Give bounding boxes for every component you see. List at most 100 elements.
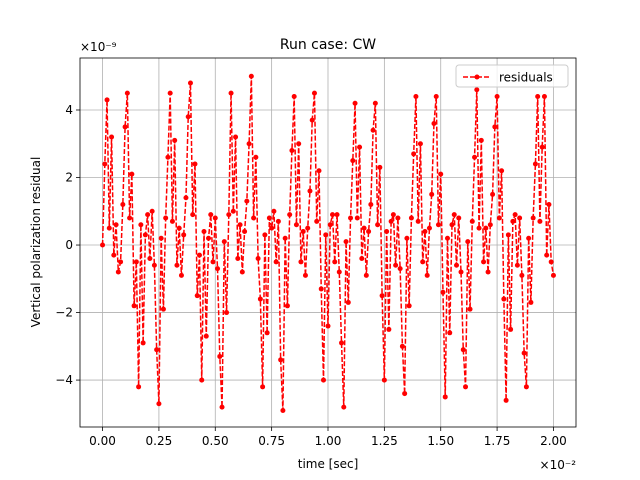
data-point bbox=[300, 229, 306, 235]
data-point bbox=[505, 232, 511, 238]
data-point bbox=[517, 215, 523, 221]
data-point bbox=[512, 212, 518, 218]
data-point bbox=[366, 229, 372, 235]
data-point bbox=[104, 97, 110, 103]
data-point bbox=[510, 218, 516, 224]
data-point bbox=[388, 218, 394, 224]
data-point bbox=[454, 262, 460, 268]
data-point bbox=[327, 222, 333, 228]
data-point bbox=[257, 296, 263, 302]
data-point bbox=[228, 90, 234, 96]
data-point bbox=[399, 343, 405, 349]
data-point bbox=[521, 350, 527, 356]
data-point bbox=[183, 195, 189, 201]
legend-label: residuals bbox=[499, 71, 553, 85]
data-point bbox=[305, 225, 311, 231]
data-point bbox=[348, 215, 354, 221]
data-point bbox=[339, 340, 345, 346]
data-point bbox=[361, 225, 367, 231]
data-point bbox=[266, 215, 272, 221]
y-tick-label: 4 bbox=[65, 103, 73, 117]
data-point bbox=[487, 222, 493, 228]
data-point bbox=[449, 222, 455, 228]
data-point bbox=[503, 397, 509, 403]
data-point bbox=[248, 73, 254, 79]
data-point bbox=[190, 212, 196, 218]
data-point bbox=[237, 222, 243, 228]
legend: residuals bbox=[455, 64, 569, 88]
data-point bbox=[296, 141, 302, 147]
data-point bbox=[325, 323, 331, 329]
data-point bbox=[472, 154, 478, 160]
data-point bbox=[530, 215, 536, 221]
data-point bbox=[359, 256, 365, 262]
data-point bbox=[136, 384, 142, 390]
data-point bbox=[532, 161, 538, 167]
data-point bbox=[165, 154, 171, 160]
data-point bbox=[397, 266, 403, 272]
data-point bbox=[528, 299, 534, 305]
data-point bbox=[318, 286, 324, 292]
data-point bbox=[465, 239, 471, 245]
data-point bbox=[169, 218, 175, 224]
data-point bbox=[478, 137, 484, 143]
data-point bbox=[233, 134, 239, 140]
data-point bbox=[350, 158, 356, 164]
data-point bbox=[438, 171, 444, 177]
data-point bbox=[118, 259, 124, 265]
data-point bbox=[496, 215, 502, 221]
data-point bbox=[476, 225, 482, 231]
data-point bbox=[120, 202, 126, 208]
data-point bbox=[433, 93, 439, 99]
x-tick-label: 0.00 bbox=[89, 434, 116, 448]
x-tick-label: 1.00 bbox=[315, 434, 342, 448]
x-tick-label: 1.50 bbox=[427, 434, 454, 448]
data-point bbox=[106, 225, 112, 231]
data-point bbox=[185, 114, 191, 120]
data-point bbox=[262, 232, 268, 238]
data-point bbox=[203, 333, 209, 339]
data-point bbox=[133, 259, 139, 265]
data-point bbox=[163, 215, 169, 221]
x-tick-label: 0.75 bbox=[258, 434, 285, 448]
data-point bbox=[458, 269, 464, 275]
data-point bbox=[375, 222, 381, 228]
data-point bbox=[546, 202, 552, 208]
data-point bbox=[113, 222, 119, 228]
data-point bbox=[158, 235, 164, 241]
data-point bbox=[343, 239, 349, 245]
data-point bbox=[251, 215, 257, 221]
data-point bbox=[275, 218, 281, 224]
data-point bbox=[372, 100, 378, 106]
data-point bbox=[102, 161, 108, 167]
data-point bbox=[210, 259, 216, 265]
data-point bbox=[537, 218, 543, 224]
data-point bbox=[147, 256, 153, 262]
data-point bbox=[363, 272, 369, 278]
data-point bbox=[314, 218, 320, 224]
data-point bbox=[485, 269, 491, 275]
data-point bbox=[539, 144, 545, 150]
data-point bbox=[224, 310, 230, 316]
data-point bbox=[307, 188, 313, 194]
data-point bbox=[429, 191, 435, 197]
y-axis-label: Vertical polarization residual bbox=[29, 157, 43, 328]
data-point bbox=[287, 212, 293, 218]
legend-marker bbox=[474, 74, 480, 80]
data-point bbox=[255, 256, 261, 262]
data-point bbox=[311, 90, 317, 96]
data-point bbox=[395, 215, 401, 221]
data-point bbox=[298, 259, 304, 265]
data-point bbox=[178, 272, 184, 278]
data-point bbox=[174, 262, 180, 268]
x-offset-label: ×10⁻² bbox=[540, 458, 577, 472]
data-point bbox=[226, 212, 232, 218]
data-point bbox=[221, 239, 227, 245]
data-point bbox=[242, 229, 248, 235]
data-point bbox=[548, 259, 554, 265]
data-point bbox=[334, 212, 340, 218]
data-point bbox=[176, 225, 182, 231]
data-point bbox=[330, 212, 336, 218]
data-point bbox=[413, 93, 419, 99]
